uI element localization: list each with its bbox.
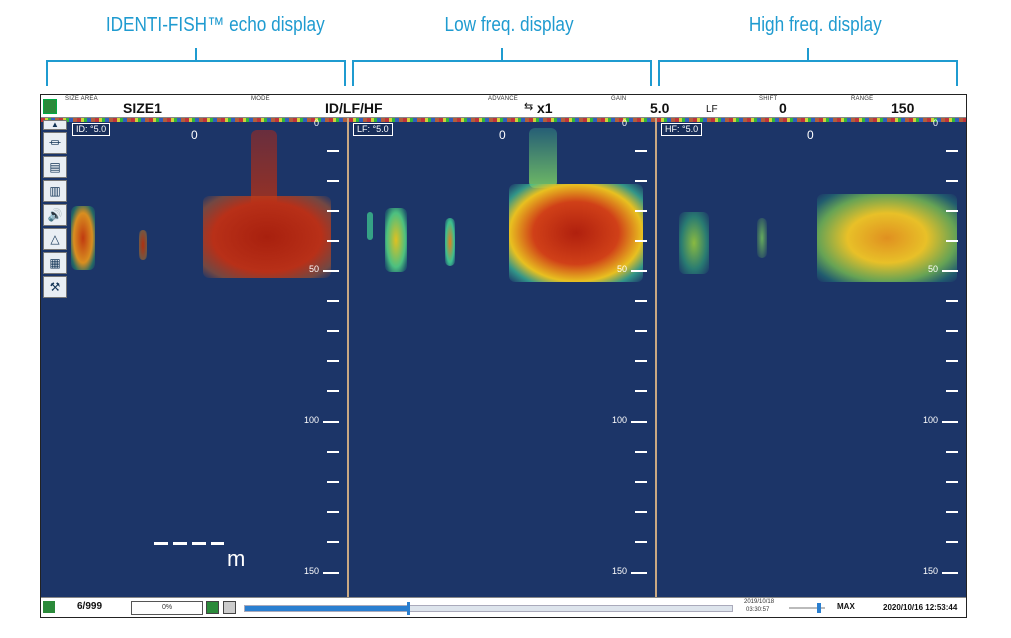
panel-divider [347, 118, 349, 599]
transducer-icon[interactable]: ⏛ [43, 132, 67, 154]
depth-label-50: 50 [308, 264, 319, 274]
playback-progress [245, 606, 408, 611]
playback-date: 2019/10/18 [744, 599, 775, 605]
mode-value[interactable]: ID/LF/HF [325, 100, 383, 116]
shift-label: SHIFT [759, 96, 778, 102]
echo-sounder-screen: SIZE AREA SIZE1 MODE ID/LF/HF ADVANCE ⇆ … [40, 94, 967, 618]
identi-fish-caption: IDENTI-FISH™ echo display [105, 14, 325, 36]
depth-label-150: 150 [611, 566, 627, 576]
fish-school-echo [529, 128, 557, 188]
panel-divider [655, 118, 657, 599]
depth-label-100: 100 [611, 415, 627, 425]
advance-value[interactable]: x1 [537, 100, 553, 116]
playback-handle[interactable] [407, 602, 411, 615]
speed-slider[interactable] [789, 603, 825, 613]
color-strip [657, 118, 966, 122]
fish-school-echo [71, 206, 95, 270]
advance-label: ADVANCE [488, 96, 518, 102]
high-freq-caption: High freq. display [748, 14, 882, 36]
shift-value[interactable]: 0 [779, 100, 787, 116]
high-freq-bracket [658, 48, 958, 86]
histogram-icon[interactable]: ▥ [43, 180, 67, 202]
date-time: 2020/10/16 12:53:44 [883, 603, 958, 612]
low-freq-bracket [352, 48, 652, 86]
size-marker-bar [154, 542, 224, 545]
color-strip [41, 118, 347, 122]
fish-school-echo [445, 218, 455, 266]
zero-marker: 0 [191, 128, 198, 142]
low-freq-panel: LF: °5.0 0 50 100 150 0 [349, 118, 655, 599]
top-status-bar: SIZE AREA SIZE1 MODE ID/LF/HF ADVANCE ⇆ … [41, 95, 966, 118]
playback-slider[interactable] [244, 602, 733, 615]
zero-marker: 0 [807, 128, 814, 142]
size-area-label: SIZE AREA [65, 96, 98, 102]
depth-label-150: 150 [303, 566, 319, 576]
side-toolbar: ▲ ⏛ ▤ ▥ 🔊 △ ▦ ⚒ [41, 120, 69, 330]
playback-time: 03:30:57 [746, 607, 770, 613]
identi-fish-bracket [46, 48, 346, 86]
gain-label: GAIN [611, 96, 627, 102]
record-icon[interactable] [206, 601, 219, 614]
gain-icon[interactable]: △ [43, 228, 67, 250]
range-label: RANGE [851, 96, 874, 102]
scroll-up-icon[interactable]: ▲ [43, 120, 67, 130]
fish-school-echo [367, 212, 373, 240]
settings-icon[interactable]: ⚒ [43, 276, 67, 298]
save-icon[interactable]: ▦ [43, 252, 67, 274]
fish-school-echo [509, 184, 643, 282]
record-counter: 6/999 [77, 601, 103, 612]
mode-label: MODE [251, 96, 270, 102]
id-gain-badge: ID: °5.0 [72, 123, 111, 136]
progress-box: 0% [131, 601, 203, 615]
size-marker-unit: m [227, 546, 246, 571]
depth-label-0: 0 [621, 118, 627, 128]
screen-mode-icon[interactable]: ▤ [43, 156, 67, 178]
fish-school-echo [139, 230, 147, 260]
gain-value[interactable]: 5.0 [650, 100, 670, 116]
lf-gain-badge: LF: °5.0 [353, 123, 393, 136]
camera-icon[interactable] [223, 601, 236, 614]
depth-label-100: 100 [303, 415, 319, 425]
depth-label-150: 150 [922, 566, 938, 576]
volume-icon[interactable]: 🔊 [43, 204, 67, 226]
speed-handle[interactable] [817, 603, 821, 613]
depth-label-0: 0 [313, 118, 319, 128]
identi-fish-panel: ID: °5.0 0 50 100 150 0 m [41, 118, 347, 599]
depth-scale: 50 100 150 0 [922, 118, 962, 599]
advance-icon: ⇆ [524, 101, 534, 113]
menu-icon[interactable] [43, 601, 55, 613]
color-strip [349, 118, 655, 122]
depth-label-100: 100 [922, 415, 938, 425]
high-freq-panel: HF: °5.0 0 50 100 150 0 [657, 118, 966, 599]
gain-unit: LF [706, 104, 718, 115]
low-freq-caption: Low freq. display [444, 14, 574, 36]
hf-gain-badge: HF: °5.0 [661, 123, 703, 136]
depth-label-0: 0 [932, 118, 938, 128]
fish-school-echo [385, 208, 407, 272]
depth-scale: 50 100 150 0 [303, 118, 343, 599]
fish-school-echo [757, 218, 767, 258]
fish-school-echo [679, 212, 709, 274]
depth-scale: 50 100 150 0 [611, 118, 651, 599]
bottom-status-bar: 6/999 0% 2019/10/18 03:30:57 MAX 2020/10… [41, 597, 966, 617]
fish-school-echo [817, 194, 957, 282]
depth-label-50: 50 [616, 264, 627, 274]
size-area-value[interactable]: SIZE1 [123, 100, 162, 116]
range-value[interactable]: 150 [891, 100, 915, 116]
depth-label-50: 50 [927, 264, 938, 274]
speed-max-label: MAX [837, 602, 855, 611]
menu-icon[interactable] [43, 99, 57, 114]
fish-school-echo [203, 196, 331, 278]
zero-marker: 0 [499, 128, 506, 142]
